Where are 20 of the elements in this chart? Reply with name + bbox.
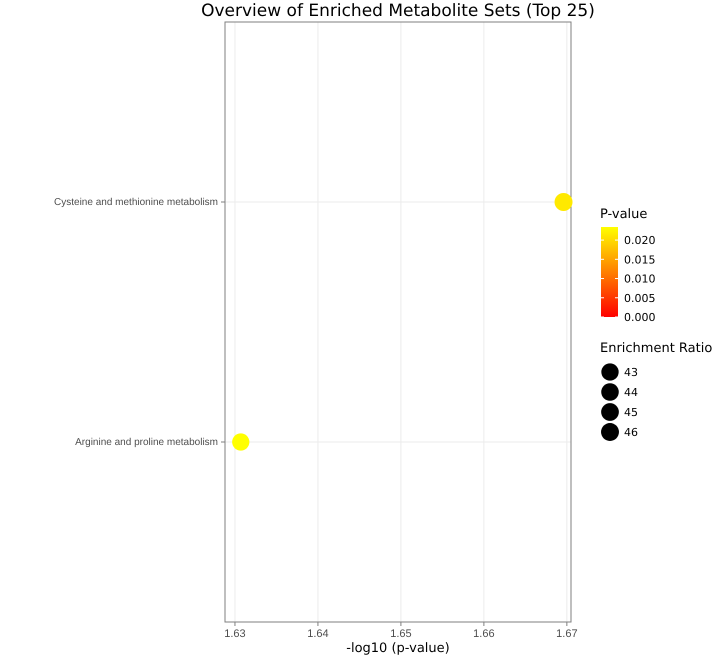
color-bar-label: 0.000 [624,311,656,324]
color-bar-label: 0.010 [624,272,656,286]
x-tick-label: 1.63 [224,628,246,640]
legend-label: 43 [624,366,638,379]
chart-title: Overview of Enriched Metabolite Sets (Top 25) [201,1,595,21]
y-tick-label: Arginine and proline metabolism [75,437,218,448]
color-bar-label: 0.005 [624,292,656,305]
x-tick-label: 1.65 [390,628,412,640]
legend-label: 44 [624,386,638,399]
legend-label: 45 [624,406,638,419]
color-bar-label: 0.015 [624,253,656,266]
legend-title: Enrichment Ratio [600,341,712,356]
y-tick-label: Cysteine and methionine metabolism [54,197,218,208]
x-tick-label: 1.67 [556,628,578,640]
x-tick-label: 1.64 [307,628,329,640]
x-tick-label: 1.66 [473,628,495,640]
x-axis-title: -log10 (p-value) [346,641,450,656]
color-bar-label: 0.020 [624,234,656,248]
legend-label: 46 [624,426,638,439]
color-bar-title: P-value [600,207,648,222]
